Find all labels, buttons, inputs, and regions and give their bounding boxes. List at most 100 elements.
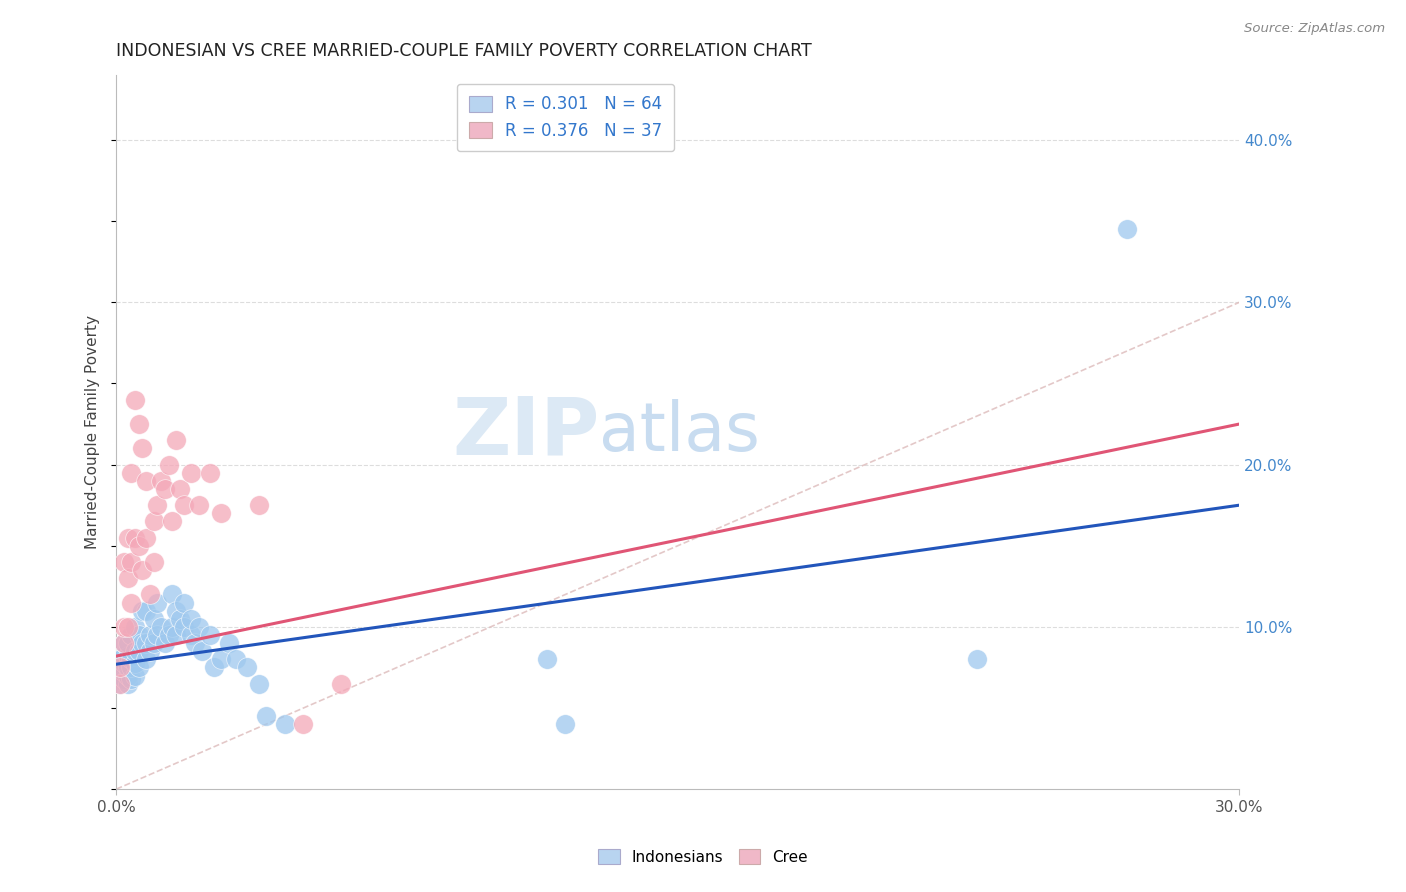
Point [169,612,191,626]
Point [142,636,165,650]
Point [108,660,131,674]
Point [108,660,131,674]
Point [1116,222,1139,236]
Point [112,620,135,634]
Point [117,531,139,545]
Point [247,676,270,690]
Point [112,636,135,650]
Legend: R = 0.301   N = 64, R = 0.376   N = 37: R = 0.301 N = 64, R = 0.376 N = 37 [457,84,673,152]
Point [128,417,150,431]
Point [117,668,139,682]
Point [165,434,187,448]
Point [131,636,153,650]
Legend: Indonesians, Cree: Indonesians, Cree [592,843,814,871]
Point [146,628,169,642]
Point [124,644,146,658]
Point [180,612,202,626]
Point [124,656,146,670]
Point [966,652,988,666]
Point [124,668,146,682]
Point [146,498,169,512]
Point [218,636,240,650]
Point [135,652,157,666]
Point [169,482,191,496]
Point [120,628,142,642]
Point [554,717,576,731]
Point [146,595,169,609]
Point [162,587,184,601]
Text: ZIP: ZIP [451,393,599,471]
Point [131,563,153,577]
Point [273,717,295,731]
Point [329,676,352,690]
Point [150,620,173,634]
Point [117,636,139,650]
Point [124,392,146,407]
Point [124,620,146,634]
Point [112,665,135,680]
Point [124,531,146,545]
Point [254,709,277,723]
Point [128,539,150,553]
Point [198,466,221,480]
Text: atlas: atlas [599,400,761,465]
Y-axis label: Married-Couple Family Poverty: Married-Couple Family Poverty [86,315,100,549]
Text: Source: ZipAtlas.com: Source: ZipAtlas.com [1244,22,1385,36]
Point [165,604,187,618]
Point [112,672,135,686]
Point [225,652,247,666]
Point [292,717,315,731]
Point [112,636,135,650]
Point [108,676,131,690]
Point [112,649,135,664]
Point [120,652,142,666]
Point [142,612,165,626]
Point [142,515,165,529]
Point [108,676,131,690]
Point [153,636,176,650]
Point [209,506,232,520]
Point [135,604,157,618]
Point [165,628,187,642]
Point [108,652,131,666]
Point [173,595,195,609]
Point [139,644,162,658]
Point [128,660,150,674]
Point [536,652,558,666]
Point [157,628,180,642]
Point [142,555,165,569]
Point [108,668,131,682]
Point [247,498,270,512]
Point [120,555,142,569]
Point [162,620,184,634]
Point [139,587,162,601]
Point [112,656,135,670]
Point [139,628,162,642]
Point [180,628,202,642]
Point [173,498,195,512]
Point [135,636,157,650]
Text: INDONESIAN VS CREE MARRIED-COUPLE FAMILY POVERTY CORRELATION CHART: INDONESIAN VS CREE MARRIED-COUPLE FAMILY… [117,42,813,60]
Point [117,649,139,664]
Point [128,644,150,658]
Point [117,571,139,585]
Point [187,498,209,512]
Point [135,474,157,488]
Point [131,442,153,456]
Point [180,466,202,480]
Point [202,660,225,674]
Point [150,474,173,488]
Point [117,620,139,634]
Point [236,660,259,674]
Point [120,660,142,674]
Point [120,672,142,686]
Point [198,628,221,642]
Point [117,676,139,690]
Point [209,652,232,666]
Point [157,458,180,472]
Point [187,620,209,634]
Point [112,555,135,569]
Point [135,531,157,545]
Point [117,660,139,674]
Point [162,515,184,529]
